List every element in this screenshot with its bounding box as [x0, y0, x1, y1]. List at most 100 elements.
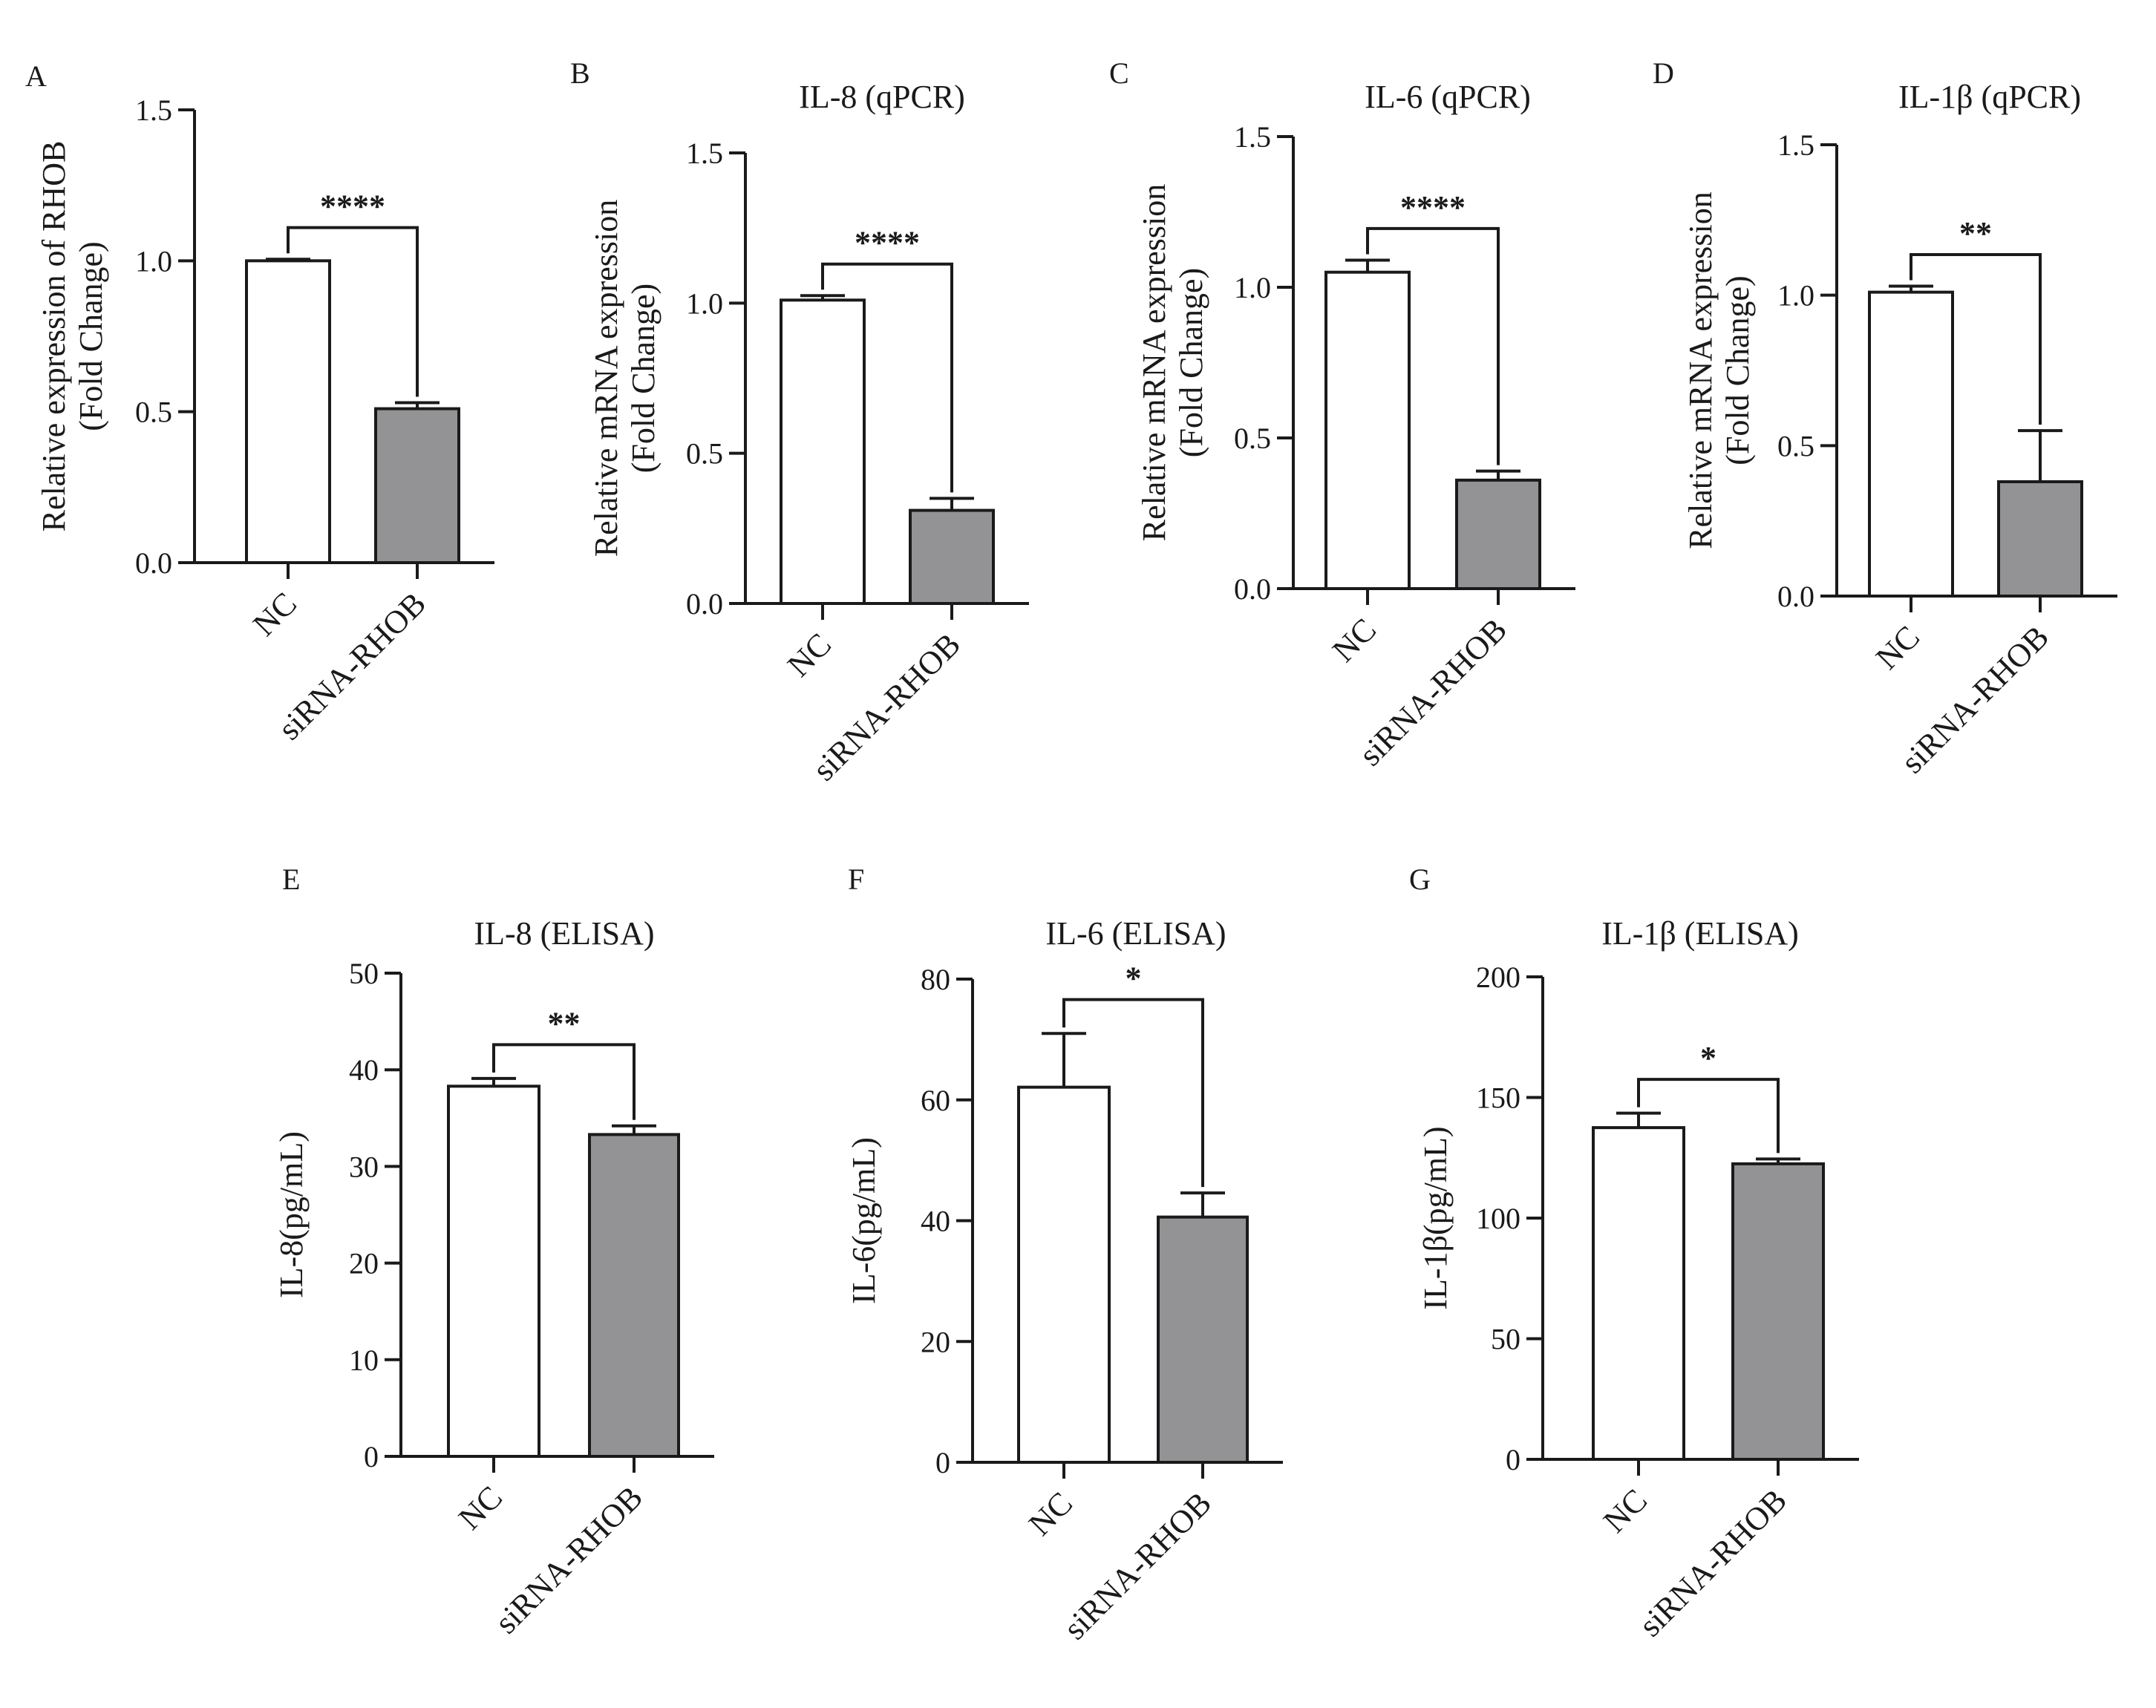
y-tick-label: 1.5 [135, 94, 172, 127]
y-axis-label: (Fold Change) [1719, 275, 1756, 465]
y-tick-label: 0.0 [1777, 580, 1814, 613]
y-tick-label: 0.5 [1777, 429, 1814, 462]
significance-label: * [1126, 961, 1142, 997]
y-axis-label: Relative expression of RHOB [36, 141, 72, 532]
significance-bracket [821, 262, 953, 493]
y-tick-label: 0.5 [135, 396, 172, 429]
bar-nc [1592, 1126, 1685, 1461]
y-axis-label: (Fold Change) [1173, 268, 1209, 457]
x-category-label: siRNA-RHOB [488, 1479, 650, 1640]
y-tick-label: 1.5 [686, 137, 723, 170]
y-axis-label: IL-6(pg/mL) [846, 1137, 882, 1304]
y-axis-label: Relative mRNA expression [1136, 184, 1172, 542]
significance-label: **** [320, 189, 385, 225]
y-tick-label: 100 [1476, 1202, 1520, 1235]
y-tick-label: 1.0 [1234, 271, 1271, 304]
chart-panel-c: C IL-6 (qPCR) Relative mRNA expression (Fol… [1109, 56, 1575, 773]
chart-panel-e: E IL-8 (ELISA) IL-8(pg/mL) 0 10 20 30 40 50 NCsiR… [273, 863, 714, 1640]
bar-sirna-rhob [909, 508, 995, 606]
y-axis-label: IL-1β(pg/mL) [1417, 1126, 1454, 1309]
significance-label: ** [548, 1005, 581, 1041]
y-tick-label: 1.5 [1777, 128, 1814, 162]
chart-title: IL-8 (ELISA) [474, 915, 654, 952]
panel-letter: A [25, 59, 47, 93]
bar-nc [1868, 290, 1954, 598]
bar-sirna-rhob [1997, 480, 2083, 598]
bar-nc [1324, 270, 1411, 590]
significance-bracket [287, 226, 419, 397]
significance-bracket [1910, 252, 2042, 425]
y-tick-label: 0.5 [686, 437, 723, 471]
chart-panel-b: B IL-8 (qPCR) Relative mRNA expression (Fol… [570, 56, 1029, 788]
y-tick-label: 0.0 [1234, 572, 1271, 606]
x-category-label: NC [1022, 1485, 1079, 1542]
x-category-label: NC [451, 1479, 509, 1537]
panel-letter: E [282, 863, 300, 896]
chart-title: IL-6 (qPCR) [1365, 79, 1531, 115]
y-tick-label: 40 [921, 1205, 950, 1238]
x-category-label: NC [246, 585, 304, 643]
y-tick-label: 1.0 [1777, 279, 1814, 313]
significance-label: **** [1400, 189, 1466, 226]
y-axis-label: (Fold Change) [73, 241, 109, 431]
y-tick-label: 0 [364, 1440, 379, 1473]
significance-bracket [492, 1043, 636, 1120]
significance-bracket [1062, 998, 1204, 1188]
y-tick-label: 0.0 [135, 546, 172, 580]
chart-title: IL-6 (ELISA) [1045, 915, 1226, 952]
y-tick-label: 20 [349, 1247, 379, 1280]
bar-sirna-rhob [588, 1133, 680, 1458]
significance-bracket [1637, 1078, 1780, 1154]
bar-nc [447, 1084, 540, 1458]
y-tick-label: 10 [349, 1344, 379, 1377]
chart-panel-g: G IL-1β (ELISA) IL-1β(pg/mL) 0 50 100 150 200 NC… [1409, 863, 1859, 1643]
bar-sirna-rhob [1157, 1215, 1249, 1465]
x-category-label: NC [1325, 611, 1383, 669]
chart-panel-f: F IL-6 (ELISA) IL-6(pg/mL) 0 20 40 60 80 NCsiRNA… [846, 863, 1283, 1646]
bar-nc [245, 259, 331, 564]
x-category-label: NC [1869, 618, 1927, 676]
y-tick-label: 20 [921, 1325, 950, 1358]
y-tick-label: 1.0 [135, 244, 172, 278]
panel-letter: B [570, 56, 590, 90]
x-category-label: NC [1596, 1482, 1654, 1540]
y-tick-label: 0 [935, 1446, 950, 1479]
significance-label: ** [1959, 215, 1992, 252]
y-axis-label: IL-8(pg/mL) [273, 1131, 310, 1298]
chart-title: IL-1β (qPCR) [1898, 79, 2081, 115]
y-tick-label: 0.0 [686, 587, 723, 621]
panel-letter: C [1109, 56, 1129, 90]
chart-panel-a: A Relative expression of RHOB (Fold Change… [25, 59, 494, 747]
significance-label: **** [855, 225, 920, 261]
bar-sirna-rhob [374, 407, 460, 564]
bar-sirna-rhob [1731, 1162, 1825, 1461]
y-axis-label: (Fold Change) [625, 284, 662, 473]
significance-label: * [1700, 1040, 1716, 1076]
y-tick-label: 0 [1506, 1443, 1520, 1476]
chart-title: IL-8 (qPCR) [799, 79, 965, 115]
chart-panel-d: D IL-1β (qPCR) Relative mRNA expression (Fo… [1653, 56, 2117, 780]
chart-title: IL-1β (ELISA) [1601, 915, 1799, 952]
y-tick-label: 0.5 [1234, 422, 1271, 455]
y-tick-label: 60 [921, 1084, 950, 1117]
y-tick-label: 30 [349, 1150, 379, 1183]
y-tick-label: 1.0 [686, 287, 723, 320]
y-tick-label: 50 [349, 957, 379, 990]
bar-sirna-rhob [1455, 478, 1541, 591]
y-tick-label: 150 [1476, 1082, 1520, 1115]
bar-nc [780, 298, 866, 605]
bar-nc [1017, 1085, 1111, 1464]
panel-letter: F [848, 863, 864, 896]
y-tick-label: 1.5 [1234, 120, 1271, 154]
y-axis-label: Relative mRNA expression [588, 200, 624, 557]
y-tick-label: 80 [921, 963, 950, 996]
panel-letter: D [1653, 56, 1674, 90]
y-tick-label: 40 [349, 1053, 379, 1087]
panel-letter: G [1409, 863, 1431, 896]
y-axis-label: Relative mRNA expression [1682, 192, 1719, 549]
x-category-label: siRNA-RHOB [1632, 1482, 1794, 1643]
significance-bracket [1366, 226, 1500, 465]
x-category-label: NC [780, 626, 838, 684]
